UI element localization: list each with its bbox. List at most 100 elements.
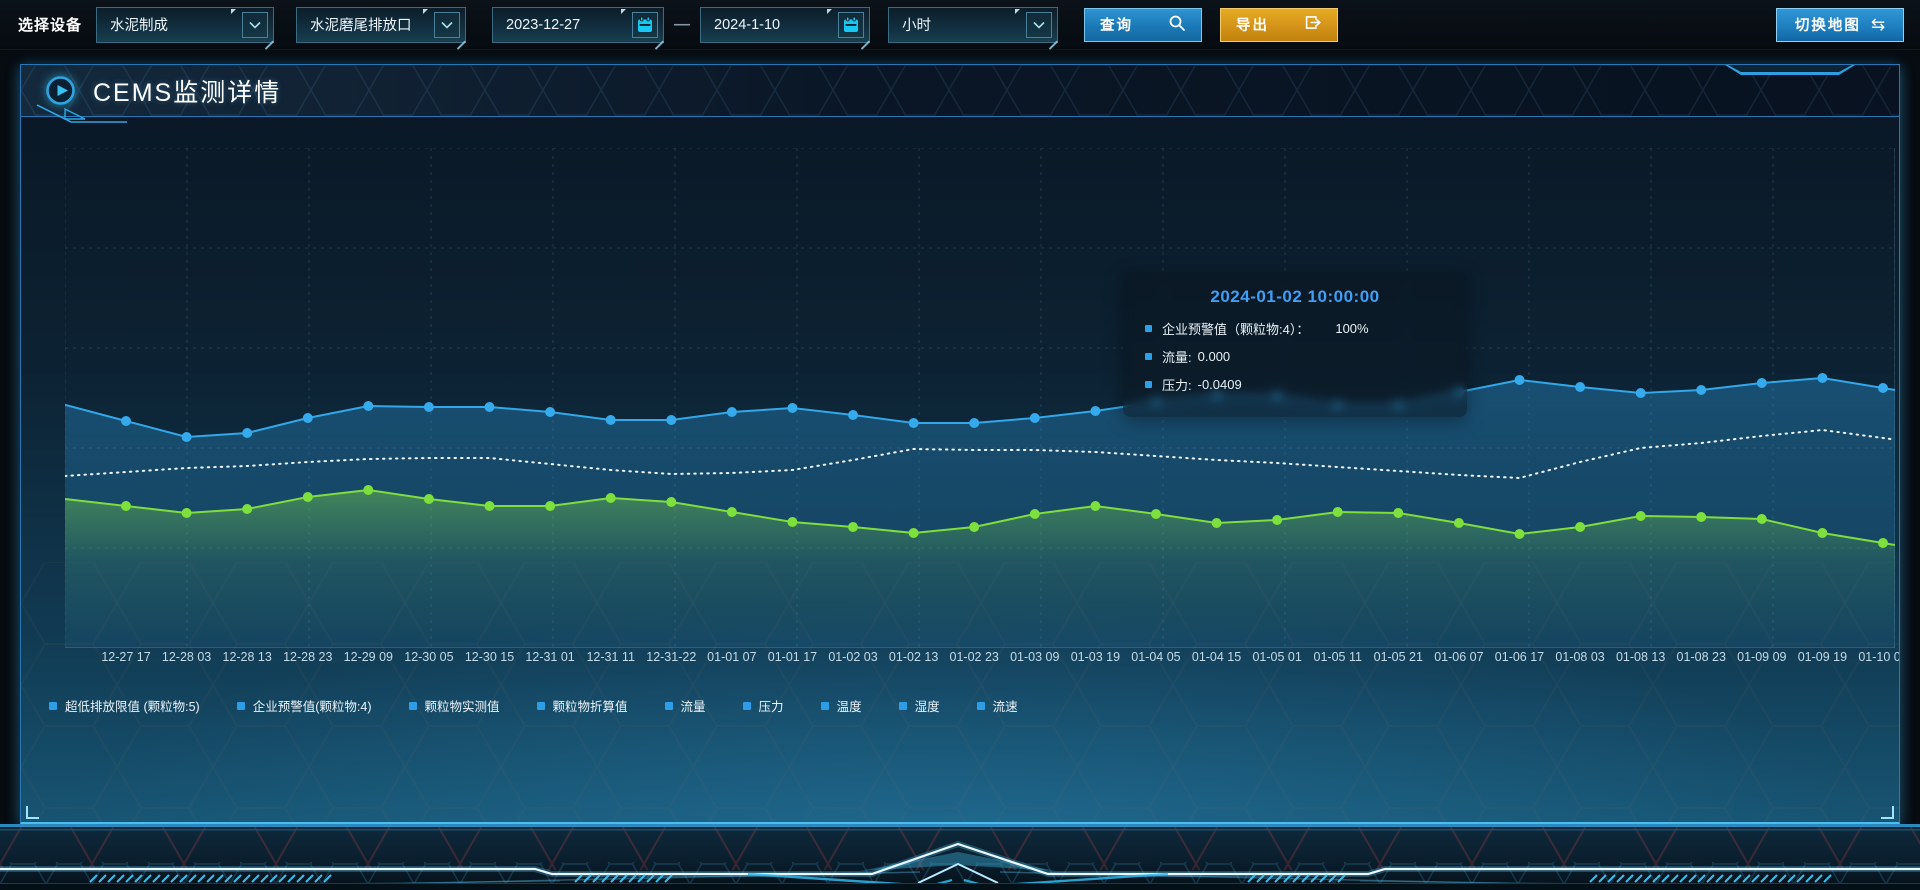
calendar-icon[interactable]: [632, 11, 659, 38]
chevron-down-icon[interactable]: [1026, 11, 1053, 38]
toolbar: 选择设备 水泥制成 水泥磨尾排放口 2023-12-27 — 2024-1-10: [0, 0, 1920, 50]
x-axis-label: 01-06 17: [1494, 650, 1545, 664]
legend-item[interactable]: 流量: [664, 696, 706, 715]
series-white-dotted-line: [65, 428, 1895, 480]
x-axis-label: 01-03 09: [1010, 650, 1060, 664]
x-axis-label: 01-03 19: [1070, 650, 1121, 664]
x-axis-labels: 12-27 17 12-28 03 12-28 13 12-28 23 12-29 09…: [65, 650, 1899, 666]
legend-label: 颗粒物折算值: [552, 700, 628, 714]
calendar-icon[interactable]: [838, 11, 865, 38]
tooltip-series-label: 流量:: [1162, 350, 1192, 365]
legend-label: 压力: [758, 700, 784, 714]
series-blue-line: [65, 376, 1895, 439]
x-axis-label: 12-31 01: [525, 650, 575, 664]
x-axis-label: 01-09 19: [1797, 650, 1848, 664]
chart-legend: 超低排放限值 (颗粒物:5) 企业预警值(颗粒物:4) 颗粒物实测值 颗粒物折算值 流量…: [49, 696, 1018, 715]
legend-marker: [820, 701, 829, 710]
legend-label: 超低排放限值 (颗粒物:5): [65, 700, 200, 714]
chart-region: 12-27 17 12-28 03 12-28 13 12-28 23 12-29 09…: [21, 117, 1899, 822]
corner-accent-decoration: [1881, 806, 1894, 819]
legend-item[interactable]: 颗粒物实测值: [408, 696, 500, 715]
tooltip-series-value: -0.0409: [1197, 377, 1242, 392]
switch-map-button[interactable]: 切换地图 ⇆: [1776, 7, 1904, 42]
x-axis-label: 12-30 05: [404, 650, 454, 664]
device-type-select[interactable]: 水泥制成: [96, 6, 275, 43]
outlet-select[interactable]: 水泥磨尾排放口: [296, 6, 467, 43]
interval-select-value: 小时: [902, 18, 932, 34]
legend-item[interactable]: 压力: [742, 696, 784, 715]
chevron-down-icon[interactable]: [434, 11, 461, 38]
query-button[interactable]: 查询: [1084, 7, 1203, 42]
end-date-value: 2024-1-10: [714, 16, 781, 33]
x-axis-label: 12-28 23: [283, 650, 333, 664]
series-green-area: [65, 490, 1895, 648]
device-type-select-value: 水泥制成: [110, 18, 169, 34]
line-chart[interactable]: [65, 148, 1895, 648]
legend-item[interactable]: 流速: [976, 696, 1018, 715]
panel-title-bar: CEMS监测详情: [21, 65, 1899, 123]
legend-marker: [742, 701, 751, 710]
start-date-value: 2023-12-27: [506, 16, 581, 33]
tooltip-series-value: 0.000: [1197, 349, 1231, 364]
tooltip-series-label: 压力:: [1162, 378, 1192, 393]
x-axis-label: 01-04 05: [1131, 650, 1181, 664]
legend-marker: [408, 701, 417, 710]
search-icon: [1168, 14, 1186, 36]
tooltip-series-marker: [1145, 381, 1152, 388]
legend-item[interactable]: 企业预警值(颗粒物:4): [236, 696, 372, 715]
legend-item[interactable]: 超低排放限值 (颗粒物:5): [49, 696, 200, 715]
legend-label: 颗粒物实测值: [424, 700, 500, 714]
export-button-label: 导出: [1236, 18, 1270, 34]
legend-marker: [236, 701, 245, 710]
tooltip-row: 流量: 0.000: [1145, 347, 1445, 366]
legend-marker: [49, 701, 57, 710]
interval-select[interactable]: 小时: [888, 6, 1059, 43]
x-axis-label: 12-31 11: [586, 650, 635, 664]
panel-title: CEMS监测详情: [93, 78, 282, 107]
legend-label: 流速: [992, 700, 1018, 714]
x-axis-label: 01-08 23: [1676, 650, 1726, 664]
legend-marker: [664, 701, 673, 710]
export-icon: [1303, 13, 1322, 36]
query-button-label: 查询: [1100, 18, 1134, 34]
x-axis-label: 12-29 09: [343, 650, 394, 664]
x-axis-label: 01-08 03: [1555, 650, 1605, 664]
legend-label: 温度: [836, 700, 862, 714]
switch-map-label: 切换地图: [1794, 18, 1861, 34]
start-date-input[interactable]: 2023-12-27: [492, 6, 665, 43]
play-icon[interactable]: [45, 75, 76, 106]
title-bar-notch-decoration: [1725, 65, 1855, 75]
legend-label: 企业预警值(颗粒物:4): [252, 700, 372, 714]
tooltip-rows: 企业预警值（颗粒物:4）： 100% 流量: 0.000 压力: -0.0409: [1145, 319, 1445, 394]
export-button[interactable]: 导出: [1220, 7, 1339, 42]
x-axis-label: 01-04 15: [1191, 650, 1242, 664]
legend-marker: [898, 701, 907, 710]
x-axis-label: 12-28 13: [222, 650, 272, 664]
x-axis-label: 01-01 07: [707, 650, 757, 664]
legend-label: 湿度: [914, 700, 940, 714]
x-axis-label: 12-28 03: [161, 650, 212, 664]
outlet-select-value: 水泥磨尾排放口: [310, 18, 412, 34]
series-green-line: [65, 488, 1895, 546]
tooltip-series-marker: [1145, 353, 1152, 360]
footer-decoration: [0, 824, 1920, 890]
x-axis-label: 01-01 17: [767, 650, 818, 664]
chevron-down-icon[interactable]: [242, 11, 269, 38]
x-axis-label: 01-02 13: [888, 650, 939, 664]
legend-item[interactable]: 湿度: [898, 696, 940, 715]
x-axis-label: 01-02 23: [949, 650, 999, 664]
legend-item[interactable]: 温度: [820, 696, 862, 715]
date-range-separator: —: [674, 15, 691, 33]
cems-panel: CEMS监测详情 12-27 17 12-28 03 12-28 13 12-28 2…: [20, 64, 1900, 824]
tooltip-series-value: 100%: [1335, 321, 1369, 336]
x-axis-label: 01-10 05: [1858, 650, 1899, 664]
corner-accent-decoration: [26, 806, 39, 819]
legend-item[interactable]: 颗粒物折算值: [536, 696, 628, 715]
legend-label: 流量: [680, 700, 706, 714]
end-date-input[interactable]: 2024-1-10: [700, 6, 871, 43]
tooltip-series-marker: [1145, 325, 1152, 332]
swap-arrows-icon: ⇆: [1870, 14, 1886, 34]
tooltip-title: 2024-01-02 10:00:00: [1210, 287, 1380, 306]
x-axis-label: 01-05 21: [1373, 650, 1423, 664]
tooltip-row: 压力: -0.0409: [1145, 375, 1445, 394]
